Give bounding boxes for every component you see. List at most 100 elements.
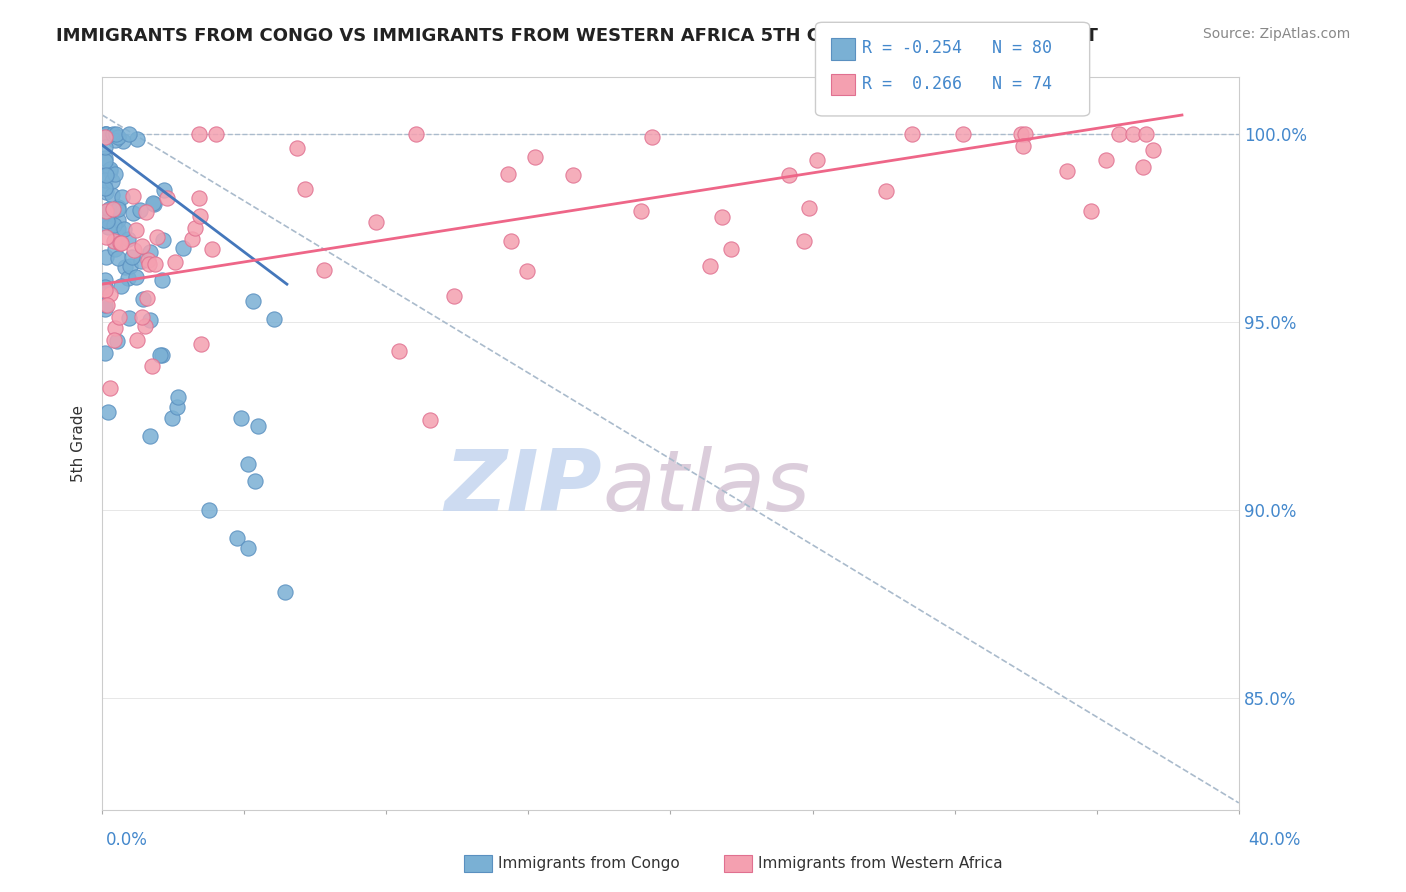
Point xyxy=(96,298,118,312)
Point xyxy=(94,230,117,244)
Point xyxy=(285,140,308,154)
Point xyxy=(98,161,121,176)
Point xyxy=(97,220,120,235)
Point xyxy=(1010,127,1032,141)
Point xyxy=(96,214,118,228)
Point xyxy=(188,191,211,205)
Point xyxy=(94,345,117,359)
Point xyxy=(104,167,127,181)
Point xyxy=(419,412,441,426)
Point xyxy=(103,333,125,347)
Point xyxy=(104,133,127,147)
Point xyxy=(94,284,117,298)
Point xyxy=(1122,127,1144,141)
Point xyxy=(273,584,295,599)
Point xyxy=(94,152,117,166)
Point xyxy=(952,127,974,141)
Point xyxy=(94,127,117,141)
Point xyxy=(142,197,165,211)
Point xyxy=(96,127,118,141)
Point xyxy=(107,251,129,265)
Point xyxy=(138,257,160,271)
Point xyxy=(108,310,131,324)
Point xyxy=(236,541,259,555)
Point xyxy=(139,312,162,326)
Point xyxy=(188,209,211,223)
Point xyxy=(630,204,652,219)
Point xyxy=(112,222,135,236)
Point xyxy=(94,302,117,317)
Point xyxy=(150,272,173,286)
Point xyxy=(198,503,221,517)
Point xyxy=(125,333,148,347)
Point xyxy=(135,205,157,219)
Point xyxy=(125,223,148,237)
Point xyxy=(94,181,117,195)
Point xyxy=(139,245,162,260)
Y-axis label: 5th Grade: 5th Grade xyxy=(72,406,86,483)
Point xyxy=(132,292,155,306)
Point xyxy=(561,169,583,183)
Point xyxy=(94,154,117,169)
Point xyxy=(141,359,163,373)
Point xyxy=(117,270,139,285)
Point xyxy=(107,222,129,236)
Text: 0.0%: 0.0% xyxy=(105,831,148,849)
Text: Immigrants from Congo: Immigrants from Congo xyxy=(498,856,679,871)
Point xyxy=(94,127,117,141)
Point xyxy=(103,242,125,256)
Point xyxy=(1108,127,1130,141)
Point xyxy=(146,230,169,244)
Point xyxy=(97,205,120,219)
Point xyxy=(499,234,522,248)
Point xyxy=(139,429,162,443)
Point xyxy=(242,294,264,309)
Point xyxy=(443,289,465,303)
Point xyxy=(1142,143,1164,157)
Point xyxy=(94,130,117,145)
Point xyxy=(111,190,134,204)
Point xyxy=(136,253,159,268)
Point xyxy=(496,167,519,181)
Point xyxy=(1080,204,1102,219)
Point xyxy=(149,348,172,362)
Text: IMMIGRANTS FROM CONGO VS IMMIGRANTS FROM WESTERN AFRICA 5TH GRADE CORRELATION CH: IMMIGRANTS FROM CONGO VS IMMIGRANTS FROM… xyxy=(56,27,1098,45)
Point xyxy=(121,206,143,220)
Point xyxy=(94,168,117,182)
Text: R =  0.266   N = 74: R = 0.266 N = 74 xyxy=(862,75,1052,93)
Point xyxy=(114,260,136,274)
Point xyxy=(153,183,176,197)
Point xyxy=(98,381,121,395)
Point xyxy=(94,186,117,200)
Point xyxy=(118,127,141,141)
Point xyxy=(131,310,153,324)
Point xyxy=(797,202,820,216)
Point xyxy=(112,134,135,148)
Point xyxy=(107,202,129,216)
Point xyxy=(152,234,174,248)
Point xyxy=(246,418,269,433)
Point xyxy=(108,235,131,250)
Point xyxy=(117,232,139,246)
Point xyxy=(101,187,124,202)
Point xyxy=(1132,160,1154,174)
Point xyxy=(98,287,121,301)
Point xyxy=(105,334,128,348)
Point xyxy=(263,312,285,326)
Point xyxy=(101,174,124,188)
Point xyxy=(143,257,166,271)
Point xyxy=(160,410,183,425)
Point xyxy=(205,127,228,141)
Point xyxy=(96,203,118,218)
Point xyxy=(180,232,202,246)
Point xyxy=(166,390,188,404)
Point xyxy=(172,241,194,255)
Point xyxy=(134,319,156,334)
Point xyxy=(388,344,411,359)
Text: Immigrants from Western Africa: Immigrants from Western Africa xyxy=(758,856,1002,871)
Point xyxy=(107,212,129,227)
Point xyxy=(188,127,211,141)
Point xyxy=(121,250,143,264)
Point xyxy=(641,130,664,145)
Point xyxy=(236,457,259,471)
